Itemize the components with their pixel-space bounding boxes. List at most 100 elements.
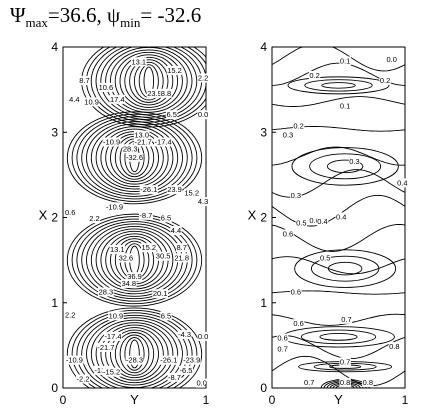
contour-label: 28.3: [123, 144, 138, 153]
contour-label: -26.1: [140, 185, 157, 194]
contour-label: 32.6: [119, 253, 134, 262]
contour-label: 0.0: [386, 55, 396, 64]
contour-label: 6.5: [161, 213, 171, 222]
psi-max-symbol: Ψ: [10, 3, 26, 27]
x-tick-label: 1: [203, 393, 210, 407]
contour-label: 20.1: [153, 289, 168, 298]
contour-label: 4.3: [198, 197, 208, 206]
streamline-cell-4-ring-6: [105, 327, 164, 381]
streamline-cell-4-ring-10: [86, 317, 183, 388]
contour-label-bg: [290, 287, 302, 297]
contour-label-bg: [96, 342, 115, 352]
contour-label: -28.3: [126, 356, 143, 365]
contour-label-bg: [122, 144, 139, 154]
y-tick-label: 3: [51, 125, 58, 139]
contour-label: 30.5: [156, 252, 171, 261]
contour-label: 0.0: [198, 332, 208, 341]
contour-label-bg: [396, 178, 409, 188]
y-tick-label: 2: [51, 211, 58, 225]
contour-label: 0.1: [340, 102, 350, 111]
contour-label-bg: [125, 152, 144, 162]
streamline-cell-1-ring-14: [81, 47, 206, 128]
contour-label-bg: [335, 212, 347, 222]
x-tick-label: 1: [402, 393, 409, 407]
psi-max-subscript: max: [25, 15, 48, 31]
contour-label: -10.9: [103, 137, 120, 146]
contour-label-bg: [109, 94, 126, 104]
contour-label-bg: [154, 137, 173, 147]
streamline-cell-1-ring-7: [114, 51, 183, 111]
contour-label-bg: [177, 330, 192, 340]
y-tick-label: 0: [51, 381, 58, 395]
psi-min-subscript: min: [120, 15, 141, 31]
contour-label: -17.4: [155, 137, 172, 146]
contour-label-bg: [295, 218, 308, 228]
streamline-cell-4-ring-7: [100, 324, 169, 384]
isotherm-loop-3-3: [294, 249, 397, 288]
contour-label: 6.5: [166, 110, 176, 119]
contour-label: -4.3: [178, 330, 191, 339]
contour-label-bg: [118, 253, 134, 263]
isotherm-loop-3-1: [327, 261, 363, 276]
psi-min-symbol: ψ: [106, 3, 121, 27]
contour-label: 10.6: [99, 83, 114, 92]
contour-label-bg: [105, 202, 124, 212]
streamline-cell-3-ring-14: [66, 213, 203, 307]
contour-label: 36.9: [127, 272, 142, 281]
contour-label: 0.1: [340, 56, 350, 65]
contour-label-bg: [140, 243, 157, 253]
streamline-cell-3-ring-8: [95, 228, 174, 292]
contour-label-bg: [155, 251, 171, 261]
contour-label-bg: [182, 355, 201, 365]
contour-label: 0.8: [340, 378, 350, 387]
contour-label: -23.9: [183, 356, 200, 365]
contour-label: 0.8: [389, 342, 399, 351]
contour-label-bg: [170, 226, 182, 236]
contour-label: 0.7: [304, 378, 314, 387]
isotherm-loop-2-1: [326, 159, 364, 174]
x-tick-label: 0: [60, 393, 67, 407]
streamline-cell-2-ring-13: [71, 113, 198, 202]
contour-label: 17.4: [110, 95, 125, 104]
contour-label: 10.9: [109, 311, 124, 320]
contour-label-bg: [388, 342, 401, 352]
contour-label-bg: [103, 331, 123, 341]
contour-label-bg: [197, 331, 209, 341]
streamline-cell-4-ring-14: [66, 307, 203, 388]
contour-label-bg: [339, 357, 351, 367]
contour-label-bg: [139, 185, 158, 195]
contour-label: 0.4: [336, 212, 346, 221]
contour-label: 0.0: [198, 110, 208, 119]
streamline-cell-1-ring-11: [95, 47, 203, 121]
streamline-cell-2-ring-8: [95, 126, 174, 190]
isotherm-2: [272, 335, 405, 360]
temperature-panel: 0.1 0.00.20.20.10.20.30.30.40.30.60.5 0.4 0…: [248, 40, 409, 407]
contour-label: 28.3: [99, 287, 114, 296]
contour-label: 15.2: [141, 243, 156, 252]
contour-label-bg: [102, 137, 121, 147]
contour-label: 0.6: [293, 319, 303, 328]
contour-label-bg: [152, 289, 169, 299]
y-axis-label: X: [39, 208, 48, 223]
contour-label-bg: [130, 57, 147, 67]
contour-label-bg: [160, 88, 172, 98]
contour-label: 8.8: [161, 89, 171, 98]
streamline-cell-1-ring-8: [109, 49, 188, 113]
isotherm-13: [272, 47, 405, 72]
contour-label: 0.3: [283, 131, 293, 140]
contour-label-bg: [159, 355, 178, 365]
contour-label-bg: [308, 215, 321, 225]
streamfunction-panel: 13.18.710.615.22.24.4 10.9 17.423.98.86.5 0…: [39, 40, 210, 407]
contour-label: 13.0: [134, 131, 149, 140]
contour-label-bg: [282, 229, 294, 239]
contour-label-bg: [385, 54, 398, 64]
contour-label-bg: [64, 208, 76, 218]
contour-label: 2.2: [198, 73, 208, 82]
contour-label: 0.5: [320, 253, 330, 262]
contour-label-bg: [166, 65, 183, 75]
y-tick-label: 4: [51, 40, 58, 54]
contour-lines: [272, 47, 405, 388]
contour-label-bg: [166, 185, 183, 195]
contour-label-bg: [160, 213, 172, 223]
contour-label-bg: [276, 344, 289, 354]
